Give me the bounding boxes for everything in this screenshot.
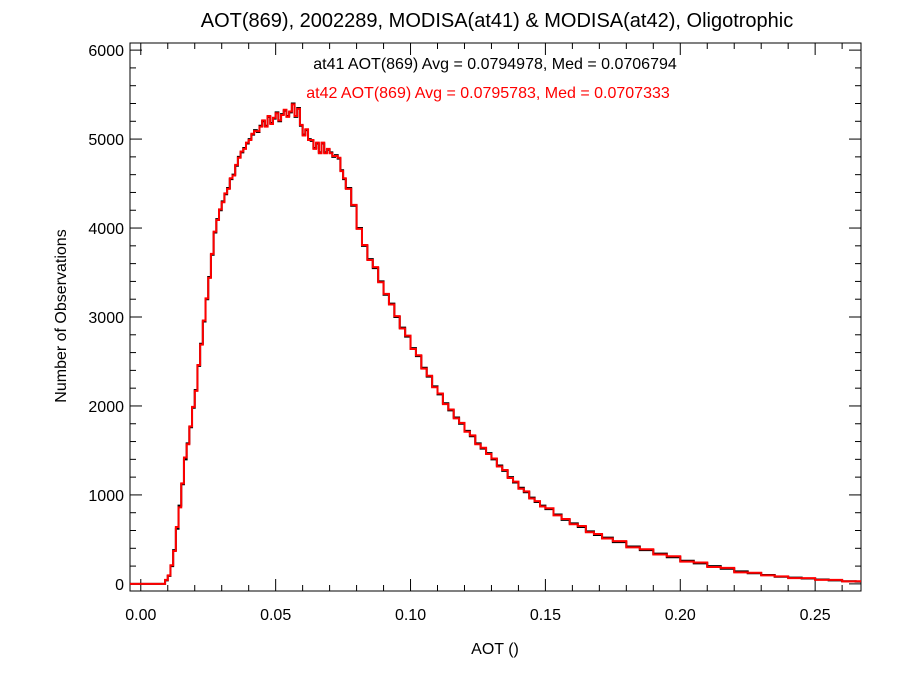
x-axis-ticks: 0.00 0.05 0.10 0.15 0.20 0.25 [125,43,843,624]
y-tick-label: 3000 [88,310,124,327]
y-axis-ticks: 0 1000 2000 3000 4000 5000 6000 [88,43,861,594]
y-tick-label: 4000 [88,221,124,238]
x-tick-label: 0.20 [665,607,696,624]
x-tick-label: 0.05 [260,607,291,624]
x-axis-label: AOT () [471,641,519,658]
y-tick-label: 1000 [88,488,124,505]
annotation-at42: at42 AOT(869) Avg = 0.0795783, Med = 0.0… [306,85,670,102]
annotation-at41: at41 AOT(869) Avg = 0.0794978, Med = 0.0… [313,56,677,73]
series-line-at42 [130,103,861,585]
y-axis-label: Number of Observations [53,229,70,402]
series-line-at41 [130,102,861,585]
y-tick-label: 5000 [88,132,124,149]
x-tick-label: 0.15 [530,607,561,624]
x-tick-label: 0.10 [395,607,426,624]
chart-title: AOT(869), 2002289, MODISA(at41) & MODISA… [201,10,793,32]
plot-frame [129,42,862,592]
y-tick-label: 0 [115,577,124,594]
plot-border [129,42,862,592]
y-tick-label: 6000 [88,43,124,60]
x-tick-label: 0.00 [125,607,156,624]
series-layer [130,102,861,585]
y-tick-label: 2000 [88,399,124,416]
x-tick-label: 0.25 [800,607,831,624]
